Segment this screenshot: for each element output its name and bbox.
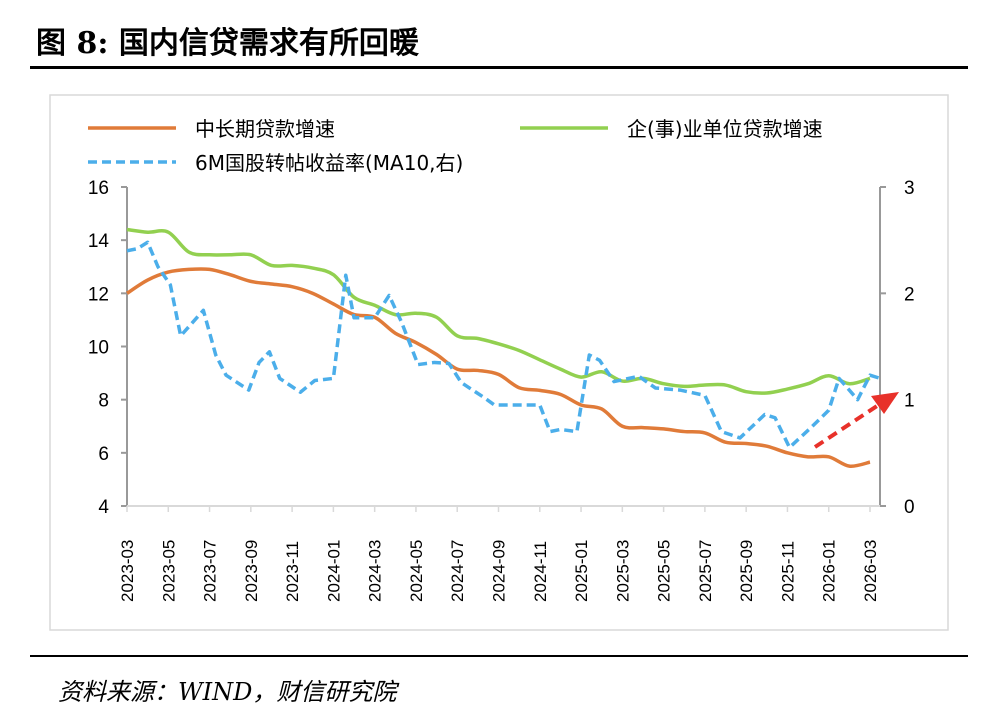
right-tick-label: 1 <box>904 391 915 412</box>
x-tick-label: 2024-09 <box>490 540 509 602</box>
x-tick-label: 2025-09 <box>737 540 756 602</box>
x-tick-label: 2025-03 <box>613 540 632 602</box>
left-tick-label: 16 <box>88 178 109 199</box>
x-tick-label: 2025-07 <box>696 540 715 602</box>
x-tick-label: 2023-05 <box>159 540 178 602</box>
x-tick-label: 2025-05 <box>655 540 674 602</box>
x-tick-label: 2026-01 <box>820 540 839 602</box>
legend-label: 中长期贷款增速 <box>195 117 335 141</box>
x-tick-label: 2023-07 <box>201 540 220 602</box>
bottom-rule <box>30 655 968 657</box>
x-tick-label: 2025-11 <box>778 541 797 602</box>
left-tick-label: 12 <box>88 284 109 305</box>
x-tick-label: 2023-09 <box>242 540 261 602</box>
x-tick-label: 2024-07 <box>448 540 467 602</box>
trend-arrow-head <box>871 392 899 414</box>
series-line-1 <box>126 227 871 395</box>
x-tick-label: 2025-01 <box>572 540 591 602</box>
right-tick-label: 3 <box>904 178 915 199</box>
legend-item: 企(事)业单位贷款增速 <box>520 117 823 141</box>
source-note: 资料来源：WIND，财信研究院 <box>58 678 397 706</box>
top-rule <box>30 66 968 69</box>
left-tick-label: 14 <box>88 231 110 252</box>
chart-frame <box>49 94 949 631</box>
legend-label: 企(事)业单位贷款增速 <box>627 117 823 141</box>
left-tick-label: 10 <box>88 338 109 359</box>
x-tick-label: 2024-01 <box>324 540 343 602</box>
series-line-0 <box>126 267 871 468</box>
x-tick-label: 2024-11 <box>531 541 550 602</box>
trend-arrow-shaft <box>813 402 882 449</box>
x-tick-label: 2023-03 <box>118 540 137 602</box>
left-tick-label: 6 <box>98 444 109 465</box>
series-line-2 <box>126 240 881 450</box>
left-tick-label: 8 <box>98 391 109 412</box>
x-tick-label: 2026-03 <box>861 540 880 602</box>
legend-label: 6M国股转帖收益率(MA10,右) <box>195 151 463 175</box>
right-tick-label: 0 <box>904 497 915 518</box>
x-tick-label: 2024-03 <box>366 540 385 602</box>
figure-title: 图 8: 国内信贷需求有所回暖 <box>36 26 419 61</box>
right-tick-label: 2 <box>904 284 915 305</box>
legend-item: 6M国股转帖收益率(MA10,右) <box>88 151 463 175</box>
x-tick-label: 2023-11 <box>283 541 302 602</box>
legend-item: 中长期贷款增速 <box>88 117 335 141</box>
x-tick-label: 2024-05 <box>407 540 426 602</box>
left-tick-label: 4 <box>98 497 109 518</box>
